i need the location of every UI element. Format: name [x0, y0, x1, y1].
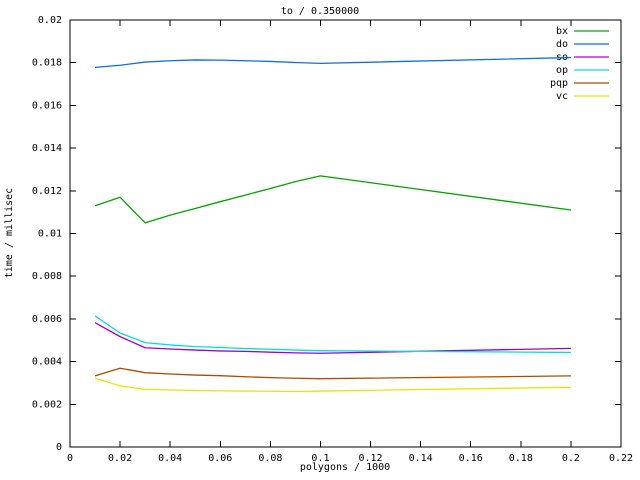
x-tick-label: 0.18	[509, 453, 533, 464]
series-line-bx	[94, 175, 571, 224]
legend-label-bx: bx	[556, 26, 568, 37]
x-tick-label: 0.06	[208, 453, 232, 464]
legend-label-do: do	[556, 39, 568, 50]
x-tick-label: 0.02	[108, 453, 132, 464]
y-tick-label: 0.004	[32, 357, 62, 368]
series-line-op	[94, 315, 571, 354]
plot-border	[69, 19, 622, 448]
y-tick-label: 0.018	[32, 58, 62, 69]
chart-title: to / 0.350000	[281, 6, 359, 17]
x-tick-label: 0.16	[459, 453, 483, 464]
x-tick-label: 0.14	[409, 453, 433, 464]
series-line-so	[94, 322, 571, 354]
x-tick-label: 0.2	[562, 453, 580, 464]
y-tick-label: 0.006	[32, 314, 62, 325]
legend-label-vc: vc	[556, 91, 568, 102]
series-line-pqp	[94, 367, 571, 380]
legend-label-op: op	[556, 65, 568, 76]
y-tick-label: 0.016	[32, 100, 62, 111]
y-tick-label: 0.014	[32, 143, 62, 154]
y-tick-label: 0.01	[38, 229, 62, 240]
y-tick-label: 0.02	[38, 15, 62, 26]
y-axis-label: time / millisec	[4, 188, 15, 278]
series-line-do	[94, 56, 571, 69]
x-tick-label: 0.04	[158, 453, 182, 464]
y-tick-label: 0.008	[32, 271, 62, 282]
x-tick-label: 0.1	[311, 453, 329, 464]
series-layer	[94, 56, 571, 393]
x-tick-label: 0.22	[609, 453, 633, 464]
y-tick-label: 0.012	[32, 186, 62, 197]
legend-label-pqp: pqp	[550, 78, 568, 89]
x-axis-label: polygons / 1000	[300, 462, 390, 473]
axes-layer: 0 0.02 0.04 0.06 0.08 0.1 0.12 0.14 0.16 0.18 0.2 0…	[32, 15, 633, 464]
x-tick-label: 0.08	[258, 453, 282, 464]
y-tick-label: 0.002	[32, 399, 62, 410]
x-tick-label: 0	[67, 453, 73, 464]
y-tick-label: 0	[56, 442, 62, 453]
x-tick-label: 0.12	[358, 453, 382, 464]
series-line-vc	[94, 377, 571, 393]
